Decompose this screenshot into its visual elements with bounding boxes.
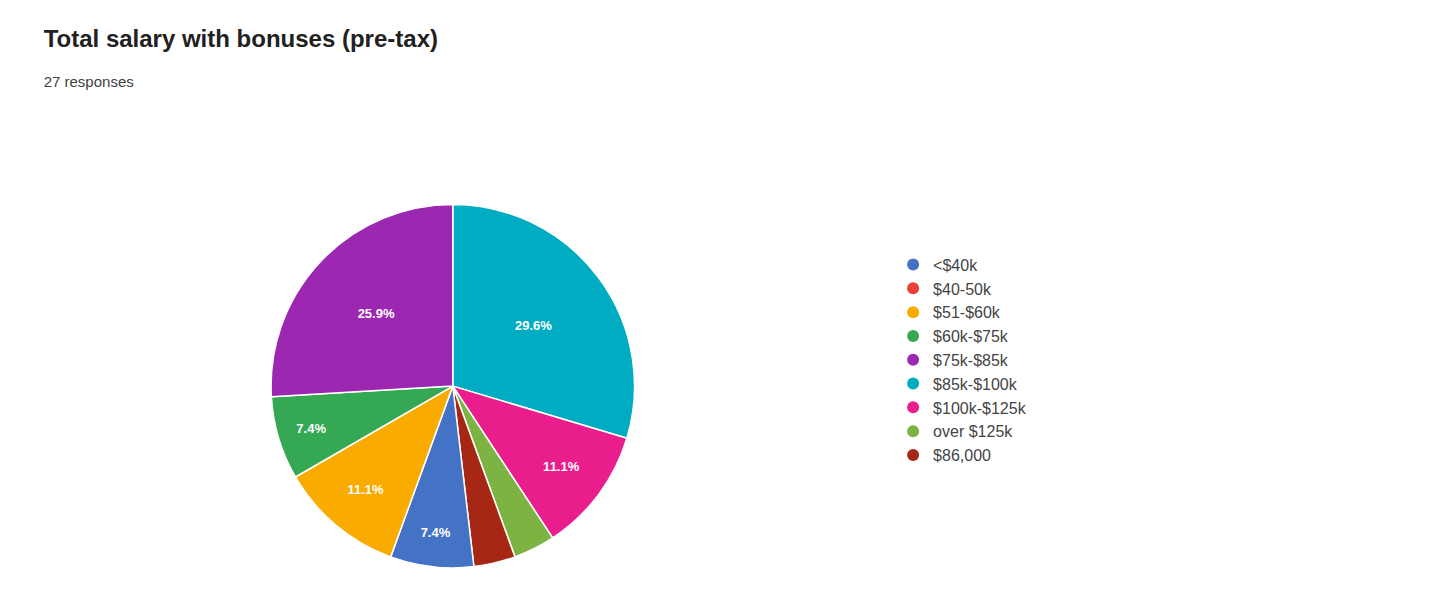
svg-text:$85k-$100k: $85k-$100k xyxy=(933,376,1018,393)
svg-text:$51-$60k: $51-$60k xyxy=(933,304,1001,321)
svg-text:7.4%: 7.4% xyxy=(296,421,326,436)
svg-text:$86,000: $86,000 xyxy=(933,447,991,464)
svg-text:$60k-$75k: $60k-$75k xyxy=(933,328,1009,345)
svg-text:Total salary with bonuses (pre: Total salary with bonuses (pre-tax) xyxy=(44,25,438,52)
svg-text:11.1%: 11.1% xyxy=(347,482,384,497)
svg-text:over $125k: over $125k xyxy=(933,423,1013,440)
svg-text:7.4%: 7.4% xyxy=(421,525,451,540)
svg-text:$100k-$125k: $100k-$125k xyxy=(933,400,1027,417)
svg-text:27 responses: 27 responses xyxy=(44,73,134,90)
svg-text:$75k-$85k: $75k-$85k xyxy=(933,352,1009,369)
svg-text:25.9%: 25.9% xyxy=(358,306,395,321)
svg-text:$40-50k: $40-50k xyxy=(933,281,992,298)
svg-text:29.6%: 29.6% xyxy=(515,318,552,333)
svg-text:11.1%: 11.1% xyxy=(543,459,580,474)
svg-text:<$40k: <$40k xyxy=(933,257,978,274)
